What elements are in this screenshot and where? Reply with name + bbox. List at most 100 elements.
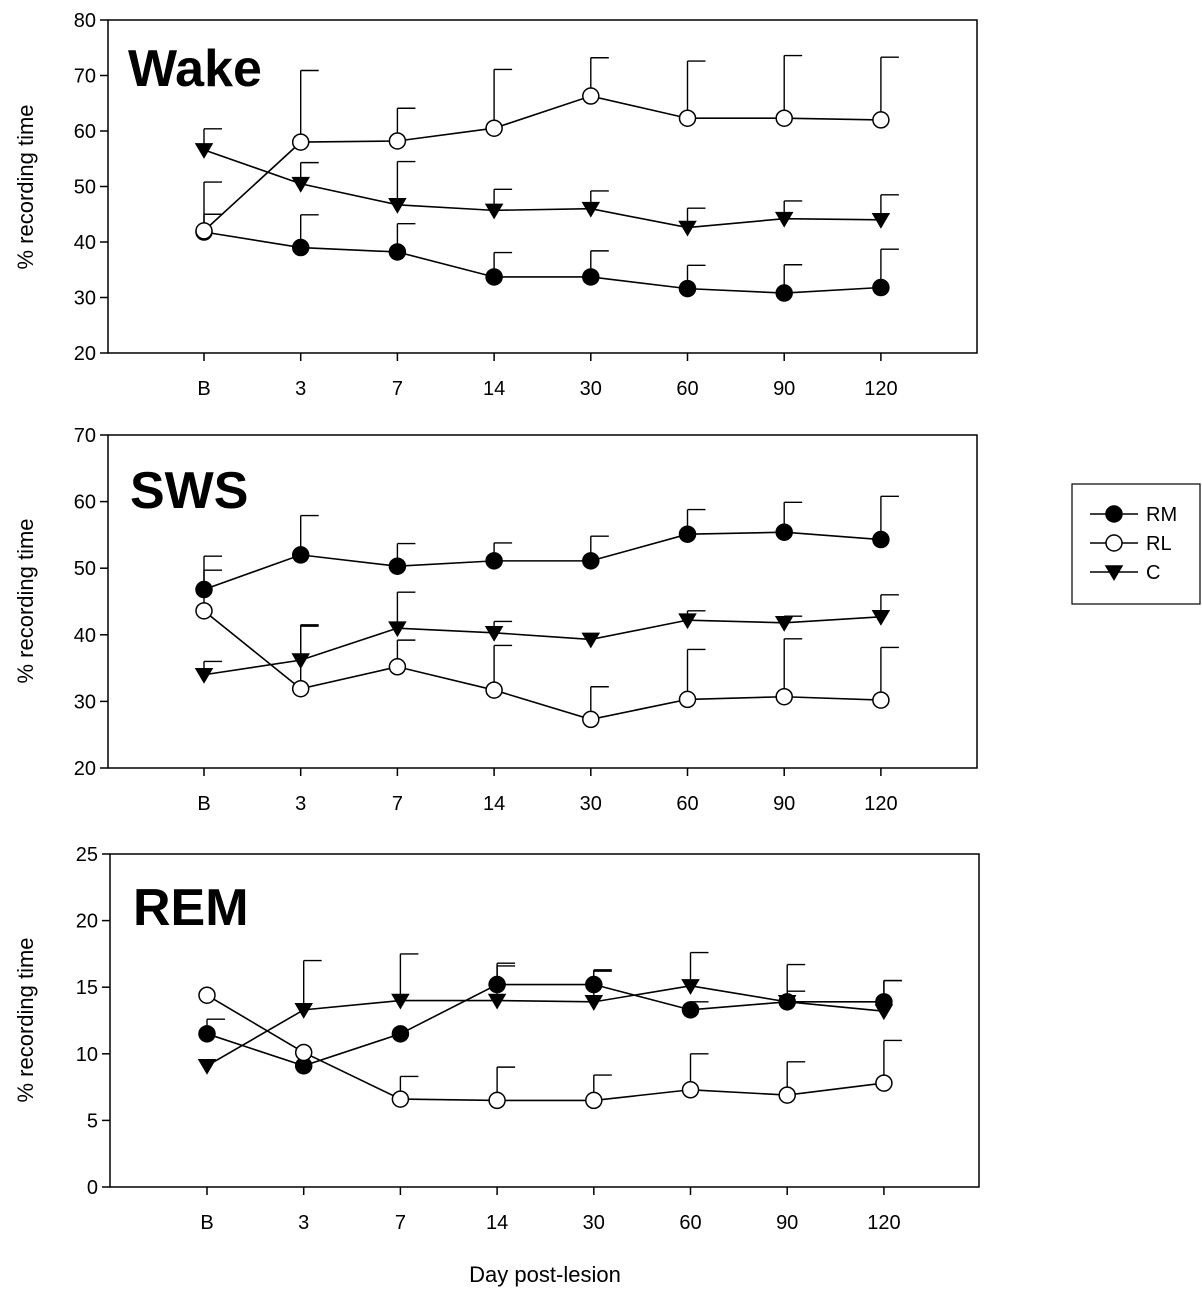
data-point-c	[774, 616, 794, 632]
x-tick-label: 90	[773, 793, 795, 815]
data-point-rl	[485, 681, 503, 699]
series-line-rl	[203, 95, 881, 232]
x-tick-label: 120	[864, 378, 897, 400]
series-line-c	[203, 149, 881, 229]
x-tick-label: 3	[298, 1212, 309, 1234]
y-tick-label: 70	[74, 66, 96, 88]
series-c	[194, 128, 899, 237]
series-line-rm	[203, 231, 881, 294]
data-point-c	[294, 1003, 313, 1019]
series-line-rm	[203, 531, 881, 591]
x-tick-label: 120	[864, 793, 897, 815]
data-point-c	[871, 213, 891, 229]
data-point-rl	[678, 690, 697, 709]
data-point-c	[197, 1058, 217, 1075]
data-point-c	[871, 610, 891, 626]
x-tick-label: 3	[295, 378, 306, 400]
x-tick-label: 60	[676, 793, 698, 815]
y-tick-label: 0	[87, 1177, 98, 1199]
data-point-rl	[778, 1086, 796, 1104]
x-tick-label: 90	[773, 378, 795, 400]
data-point-rm	[872, 278, 890, 297]
legend-label: RL	[1146, 533, 1172, 555]
x-tick-label: B	[197, 378, 210, 400]
legend-marker	[1105, 505, 1123, 523]
data-point-rl	[488, 1091, 506, 1110]
data-point-rl	[195, 222, 213, 240]
series-line-c	[203, 616, 881, 676]
x-tick-label: 60	[676, 378, 698, 400]
x-tick-label: 7	[392, 378, 403, 400]
x-tick-label: 60	[679, 1212, 701, 1234]
legend-entry-c: C	[1090, 562, 1160, 584]
series-rl	[195, 569, 899, 729]
data-point-rm	[291, 238, 310, 257]
y-tick-label: 10	[76, 1044, 98, 1066]
x-tick-label: 30	[580, 378, 602, 400]
series-rm	[195, 495, 899, 599]
data-point-rl	[291, 679, 310, 698]
y-tick-label: 40	[74, 625, 96, 647]
data-point-c	[678, 613, 697, 630]
data-point-c	[484, 203, 504, 220]
data-point-rl	[294, 1043, 313, 1062]
x-tick-label: 14	[483, 378, 505, 400]
data-point-rl	[875, 1074, 893, 1092]
y-tick-label: 30	[74, 288, 96, 310]
series-c	[194, 591, 899, 684]
legend-label: C	[1146, 562, 1160, 584]
data-point-c	[581, 632, 601, 649]
data-point-c	[581, 201, 601, 218]
legend-box	[1071, 483, 1201, 605]
series-rm	[195, 181, 899, 302]
legend-entry-rl: RL	[1090, 533, 1172, 555]
data-point-rm	[388, 557, 407, 575]
data-point-rl	[485, 119, 503, 137]
legend-label: RM	[1146, 504, 1177, 526]
data-point-c	[777, 995, 797, 1011]
legend: RM RL C	[1071, 483, 1201, 605]
x-tick-label: 14	[483, 793, 505, 815]
x-tick-label: 120	[867, 1212, 900, 1234]
data-point-rm	[388, 243, 407, 261]
chart-panel-wake: 20 30 40 50 60 70 80 B 3 7 14 30 60 90 120 % recording …	[13, 10, 978, 400]
data-point-rm	[198, 1025, 216, 1043]
series-rl	[195, 54, 899, 240]
data-point-rm	[678, 279, 697, 298]
y-axis-label: % recording time	[13, 518, 38, 683]
x-tick-label: 30	[583, 1212, 605, 1234]
y-tick-label: 70	[74, 425, 96, 447]
data-point-rm	[678, 525, 697, 543]
data-point-rm	[391, 1025, 410, 1043]
data-point-rl	[391, 1090, 410, 1108]
x-tick-label: 7	[395, 1212, 406, 1234]
data-point-c	[291, 653, 310, 670]
data-point-c	[487, 993, 507, 1010]
y-tick-label: 20	[74, 343, 96, 365]
y-tick-label: 80	[74, 10, 96, 32]
y-tick-label: 20	[76, 911, 98, 933]
x-tick-label: 90	[776, 1212, 798, 1234]
data-point-rm	[582, 552, 600, 570]
plot-frame	[109, 853, 980, 1188]
data-point-rl	[872, 691, 890, 709]
data-point-rm	[291, 546, 310, 564]
panel-title: REM	[133, 879, 249, 937]
data-point-c	[391, 993, 410, 1010]
series-rl	[198, 986, 902, 1110]
data-point-c	[678, 220, 697, 237]
data-point-rm	[775, 523, 793, 541]
y-tick-label: 20	[74, 758, 96, 780]
series-line-rl	[206, 994, 884, 1102]
data-point-rm	[775, 284, 793, 302]
data-point-rl	[678, 109, 697, 127]
y-tick-label: 50	[74, 558, 96, 580]
data-point-c	[194, 143, 214, 159]
y-tick-label: 15	[76, 977, 98, 999]
x-tick-label: B	[200, 1212, 213, 1234]
panel-title: SWS	[130, 462, 248, 520]
chart-panel-sws: 20 30 40 50 60 70 B 3 7 14 30 60 90 120 % recording ti…	[13, 425, 978, 815]
data-point-rm	[485, 552, 503, 570]
